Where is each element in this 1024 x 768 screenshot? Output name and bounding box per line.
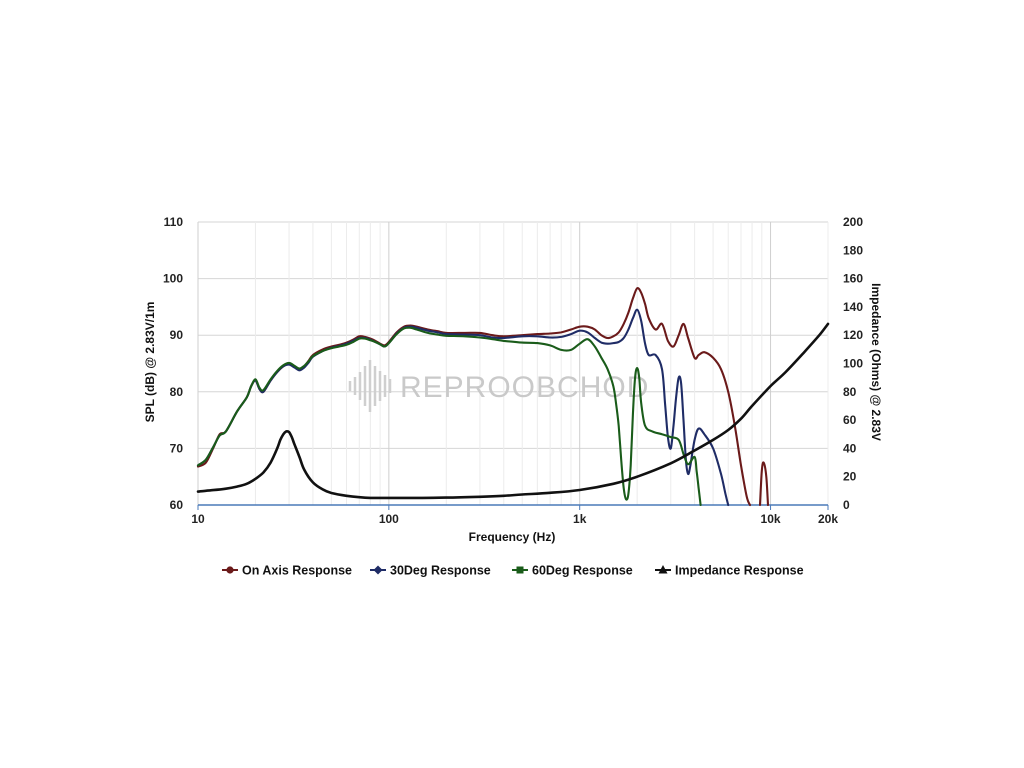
axes: 10 100 1k 10k 20k 60 70 80 90 100 110 0 20 40 60 80 100 1… <box>163 215 863 526</box>
y-tick-label: 80 <box>170 385 184 399</box>
watermark: REPROOBCHOD <box>348 360 649 412</box>
x-tick-label: 10k <box>761 512 781 526</box>
circle-marker-icon <box>226 566 234 574</box>
x-tick-label: 20k <box>818 512 838 526</box>
y-tick-label: 60 <box>170 498 184 512</box>
square-marker-icon <box>516 566 524 574</box>
watermark-text: REPROOBCHOD <box>400 371 649 404</box>
y-tick-label: 110 <box>164 215 184 229</box>
series-line-impedance-response <box>196 322 830 500</box>
y2-tick-label: 0 <box>843 498 850 512</box>
diamond-marker-icon <box>373 565 383 575</box>
y2-tick-label: 60 <box>843 413 857 427</box>
y2-tick-label: 20 <box>843 470 857 484</box>
waveform-icon <box>348 360 392 412</box>
y-tick-label: 90 <box>170 328 184 342</box>
y2-tick-label: 140 <box>843 300 863 314</box>
y2-tick-label: 100 <box>843 357 863 371</box>
y-axis-title: SPL (dB) @ 2.83V/1m <box>143 302 157 423</box>
legend-label-30deg-response: 30Deg Response <box>390 564 491 578</box>
x-tick-label: 1k <box>573 512 587 526</box>
x-axis-title: Frequency (Hz) <box>469 530 556 544</box>
legend-label-60deg-response: 60Deg Response <box>532 564 633 578</box>
y2-tick-label: 180 <box>843 243 863 257</box>
y-tick-label: 100 <box>163 272 183 286</box>
y2-tick-label: 120 <box>843 328 863 342</box>
y-tick-label: 70 <box>170 441 184 455</box>
y2-tick-label: 40 <box>843 441 857 455</box>
triangle-marker-icon <box>658 565 668 574</box>
legend-label-on-axis-response: On Axis Response <box>242 564 352 578</box>
y2-axis-title: Impedance (Ohms) @ 2.83V <box>869 283 883 441</box>
y2-tick-label: 80 <box>843 385 857 399</box>
series-line-60deg-response <box>196 326 702 507</box>
series-line-on-axis-response-segment <box>758 461 770 507</box>
legend-label-impedance-response: Impedance Response <box>675 564 804 578</box>
x-tick-label: 100 <box>379 512 399 526</box>
y2-tick-label: 200 <box>843 215 863 229</box>
x-tick-label: 10 <box>191 512 205 526</box>
series-layer <box>196 287 830 507</box>
series-line-30deg-response <box>196 308 730 507</box>
y2-tick-label: 160 <box>843 272 863 286</box>
legend: On Axis Response 30Deg Response 60Deg Resp… <box>222 564 804 578</box>
